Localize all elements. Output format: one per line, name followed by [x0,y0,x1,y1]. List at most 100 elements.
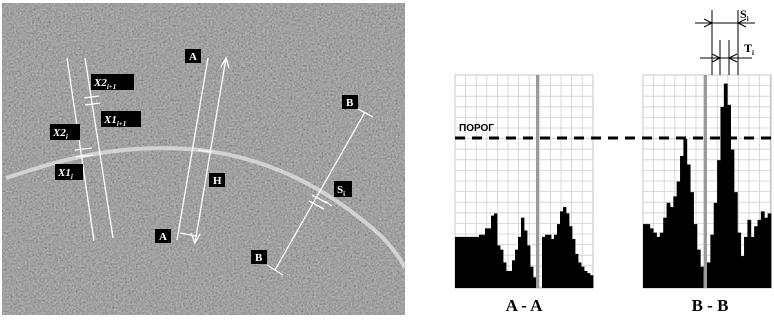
profile-bar [548,234,552,288]
profile-bar [700,266,705,288]
profile-bar [485,228,489,288]
profile-bar [727,104,731,288]
label-s-image: Si [337,184,345,198]
profile-bar [646,224,651,288]
profile-bar [723,83,728,289]
profile-bar [476,236,480,288]
label-x2-next: X2i+1 [93,77,116,91]
profile-bar [518,236,522,288]
profile-bar [656,236,661,288]
profile-bar [467,236,471,288]
profile-bar [557,224,561,288]
profile-bar [566,213,570,288]
profile-bar [470,236,474,288]
scan-line-2 [84,57,114,239]
profile-bar [524,230,528,288]
profile-bar [479,234,483,288]
label-a-top: A [189,51,197,63]
profile-bar [676,181,681,288]
profile-bar [581,266,585,288]
edge-image: A A B B H Si X2i+1 X1i+1 X2i X1i [2,3,407,315]
profile-bar [509,270,513,288]
threshold-label: ПОРОГ [459,123,494,134]
profile-bar [754,226,758,288]
profile-bar [740,256,745,288]
label-a-bottom: A [159,231,167,243]
label-b-bottom: B [255,252,263,264]
profile-bar [545,234,549,288]
profile-bar [737,232,742,288]
profile-bar [527,245,531,288]
profile-bar [710,234,715,288]
profile-bar [506,270,510,288]
profile-bar [673,196,678,288]
profile-bar [554,234,558,288]
profile-bar [455,236,459,288]
profile-bar [512,260,516,288]
profile-bar [693,224,698,288]
profile-bar [653,232,657,288]
profile-bar [482,234,486,288]
section-a-arrow [194,57,227,244]
profile-bar [707,262,711,288]
label-x1-cur: X1i [57,167,73,181]
profile-bar [488,228,492,288]
label-x2-cur: X2i [52,127,68,141]
label-h: H [213,175,222,187]
center-marker [536,75,539,288]
profile-bar [515,249,519,288]
label-x1-next: X1i+1 [103,114,126,128]
profile-bar [686,164,691,288]
profile-bar [663,217,667,288]
section-b-line [274,111,366,271]
profile-bb-title: B - B [692,296,729,315]
profile-bar [750,236,755,288]
profile-bar [497,245,501,288]
profile-bar [747,219,752,288]
profile-bar [572,239,576,288]
profile-bar [666,202,671,288]
profile-bar [503,262,507,288]
profile-bar [461,236,465,288]
profile-bar [563,207,567,288]
profile-bar [760,211,765,288]
label-t-profile: Ti [744,41,754,57]
profile-bar [587,273,591,288]
profile-bar [533,277,537,288]
profile-bar [575,253,579,288]
profile-bb-panel [642,74,772,289]
profile-bar [690,192,694,288]
profile-bar [680,155,684,288]
dimension-annotations [695,10,755,75]
profiles [454,74,772,289]
profile-bar [713,202,718,288]
profile-bar [584,270,588,288]
profile-bar [464,236,468,288]
profile-bar [530,266,534,288]
profile-bar [683,138,688,288]
label-b-top: B [346,97,354,109]
profile-bar [757,219,762,288]
profile-bar [659,232,664,288]
profile-bar [767,213,772,288]
profile-bar [696,249,701,288]
profile-bar [560,211,564,288]
profile-aa-panel [454,74,594,289]
center-marker [703,75,707,288]
profile-bar [542,236,546,288]
profile-bar [764,217,769,288]
profile-bar [649,228,654,288]
profile-bar [458,236,462,288]
profile-bar [521,217,525,288]
profile-bar [720,106,725,288]
profile-bar [643,224,647,288]
profile-bar [500,249,504,288]
profile-bar [717,160,721,288]
profile-bar [733,192,738,288]
profile-bar [669,207,674,288]
profile-aa-title: A - A [506,296,544,315]
profile-bar [491,215,495,288]
profile-bar [590,275,594,288]
profile-bar [551,239,555,288]
